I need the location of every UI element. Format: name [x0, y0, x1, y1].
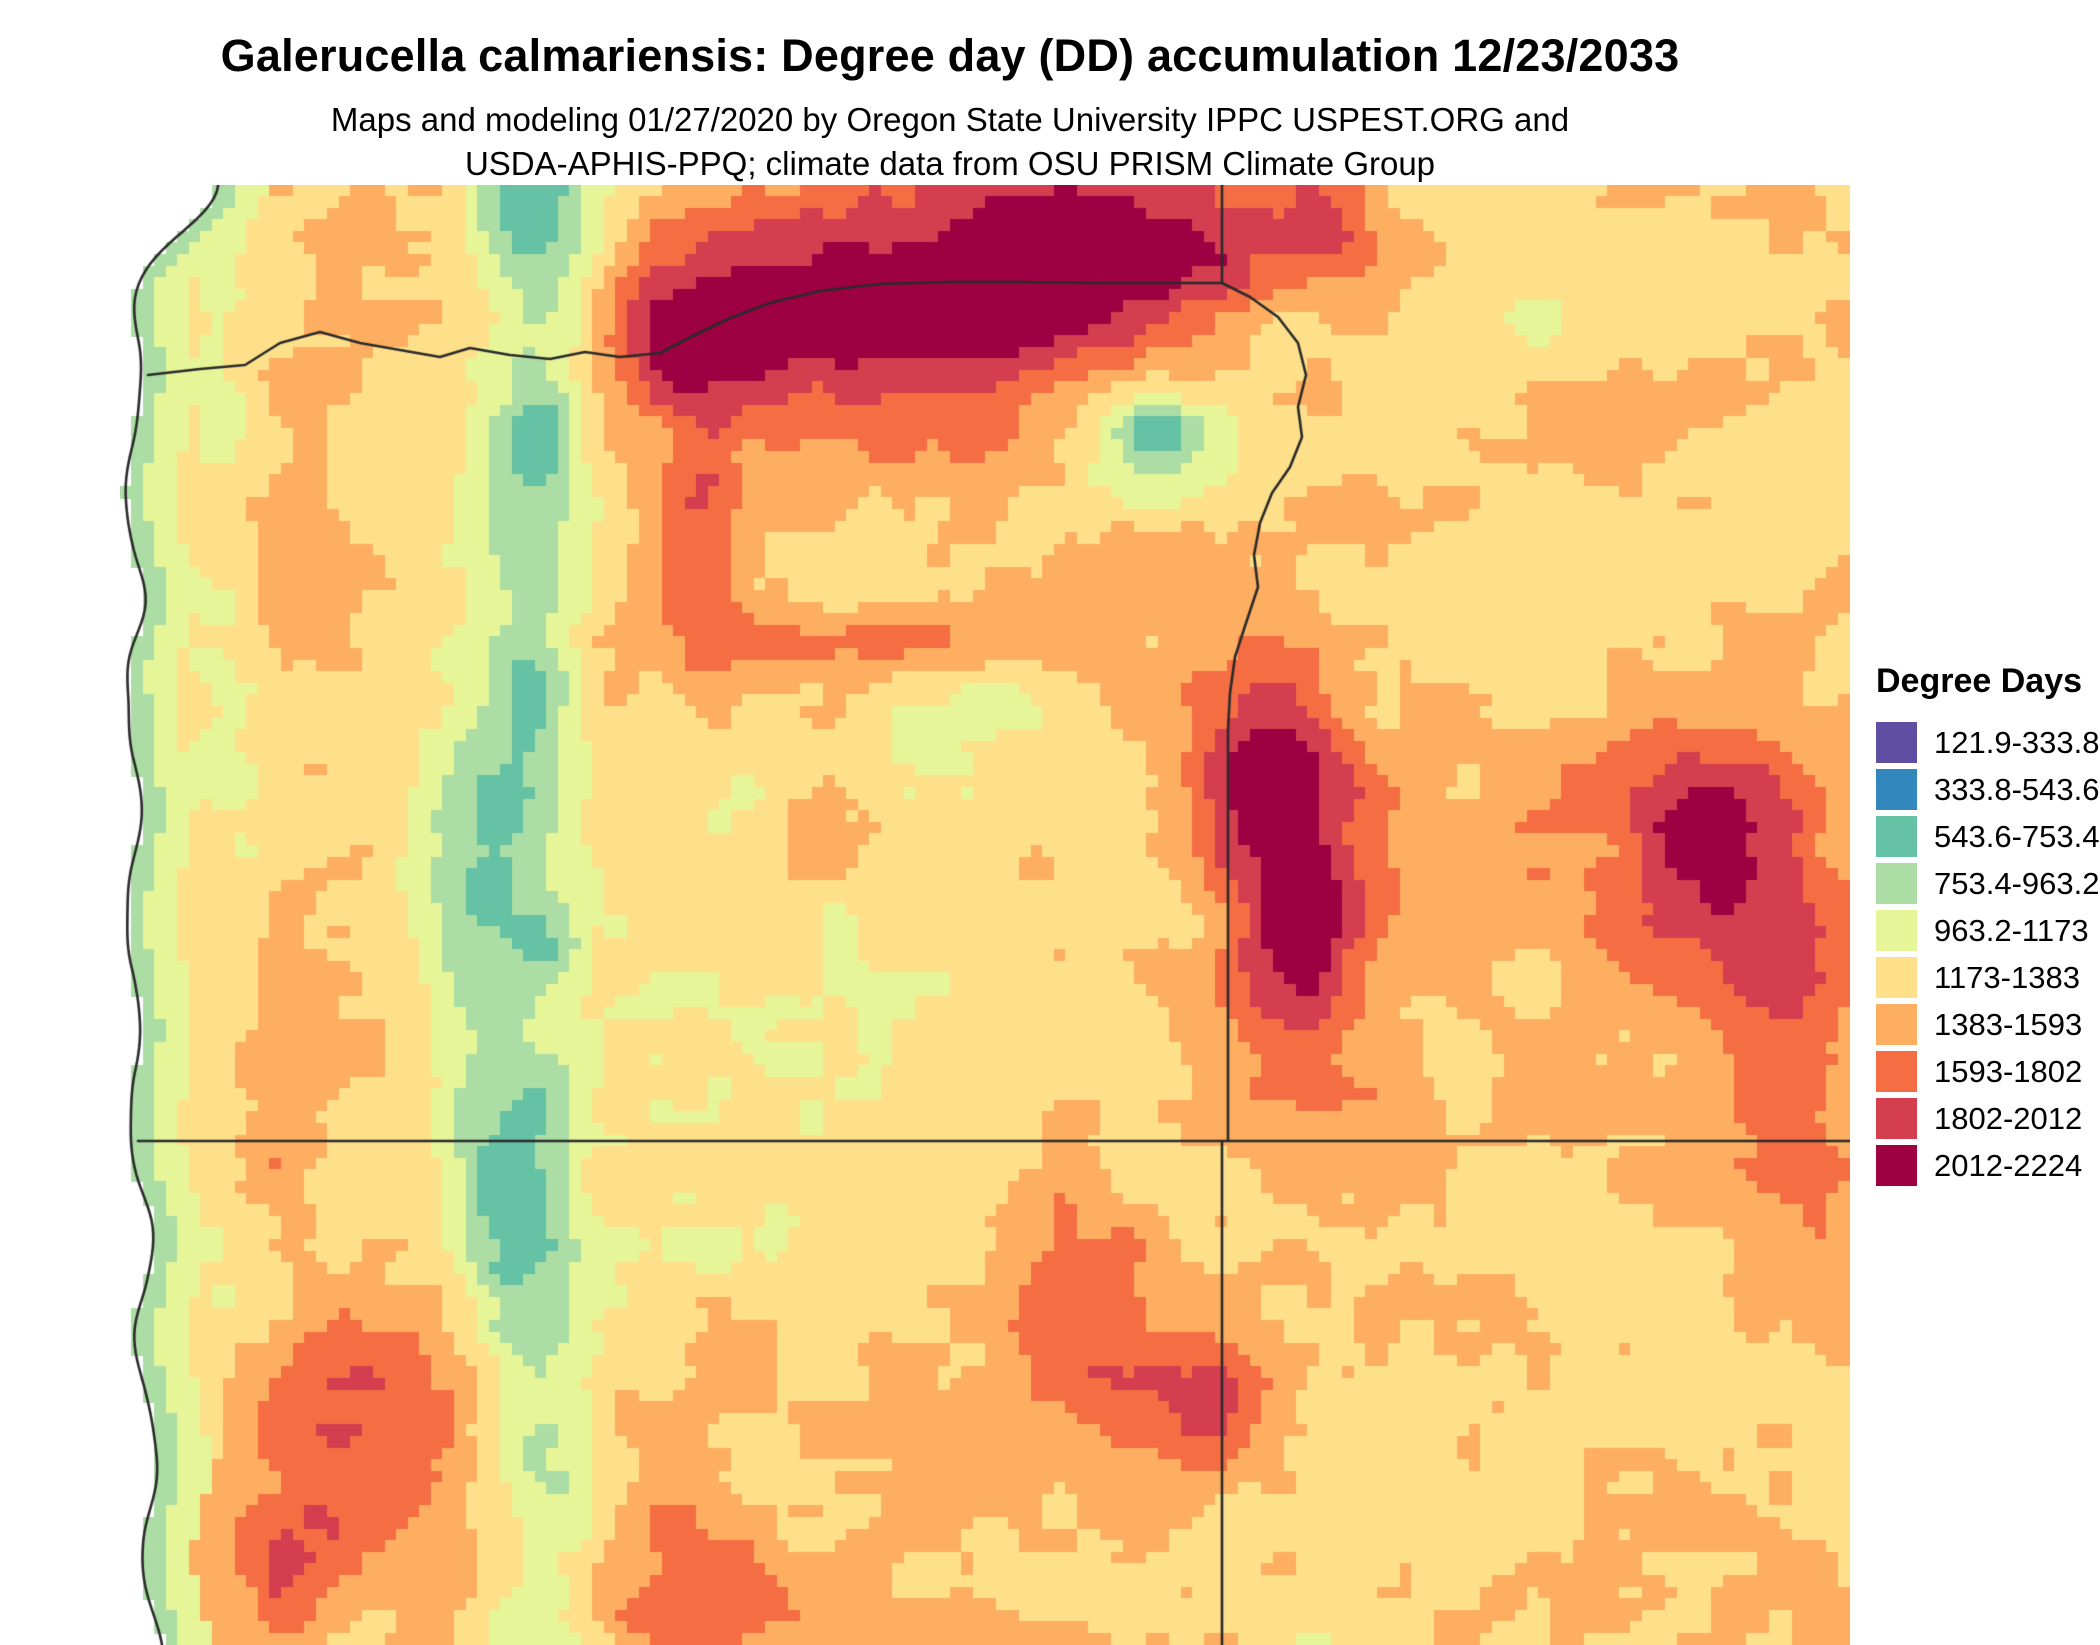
page-title: Galerucella calmariensis: Degree day (DD…: [220, 30, 1680, 81]
legend-swatch: [1876, 1004, 1917, 1045]
legend-swatch: [1876, 722, 1917, 763]
legend-label: 333.8-543.6: [1934, 771, 2100, 807]
legend-item: 963.2-1173: [1876, 907, 2096, 954]
legend-item: 1802-2012: [1876, 1095, 2096, 1142]
legend-swatch: [1876, 1098, 1917, 1139]
legend-label: 543.6-753.4: [1934, 818, 2100, 854]
degree-day-map-raster: [120, 185, 1850, 1645]
legend-label: 2012-2224: [1934, 1147, 2083, 1183]
legend-item: 333.8-543.6: [1876, 766, 2100, 813]
legend: Degree Days 121.9-333.8 333.8-543.6 543.…: [1876, 662, 2100, 1189]
legend-swatch: [1876, 1051, 1917, 1092]
legend-swatch: [1876, 769, 1917, 810]
legend-label: 121.9-333.8: [1934, 724, 2100, 760]
legend-title: Degree Days: [1876, 662, 2083, 700]
legend-item: 121.9-333.8: [1876, 719, 2100, 766]
legend-item: 1383-1593: [1876, 1001, 2096, 1048]
map-subtitle: Maps and modeling 01/27/2020 by Oregon S…: [0, 98, 1900, 185]
legend-label: 1802-2012: [1934, 1100, 2083, 1136]
subtitle-line-1: Maps and modeling 01/27/2020 by Oregon S…: [330, 101, 1570, 138]
legend-item: 2012-2224: [1876, 1142, 2096, 1189]
legend-item: 543.6-753.4: [1876, 813, 2100, 860]
legend-label: 963.2-1173: [1934, 912, 2089, 948]
legend-swatch: [1876, 816, 1917, 857]
legend-label: 753.4-963.2: [1934, 865, 2100, 901]
legend-swatch: [1876, 863, 1917, 904]
legend-item: 1593-1802: [1876, 1048, 2096, 1095]
legend-label: 1383-1593: [1934, 1006, 2083, 1042]
legend-label: 1593-1802: [1934, 1053, 2083, 1089]
legend-swatch: [1876, 910, 1917, 951]
subtitle-line-2: USDA-APHIS-PPQ; climate data from OSU PR…: [464, 144, 1436, 182]
legend-swatch: [1876, 957, 1917, 998]
legend-label: 1173-1383: [1934, 959, 2080, 995]
legend-item: 753.4-963.2: [1876, 860, 2100, 907]
legend-item: 1173-1383: [1876, 954, 2096, 1001]
legend-swatch: [1876, 1145, 1917, 1186]
